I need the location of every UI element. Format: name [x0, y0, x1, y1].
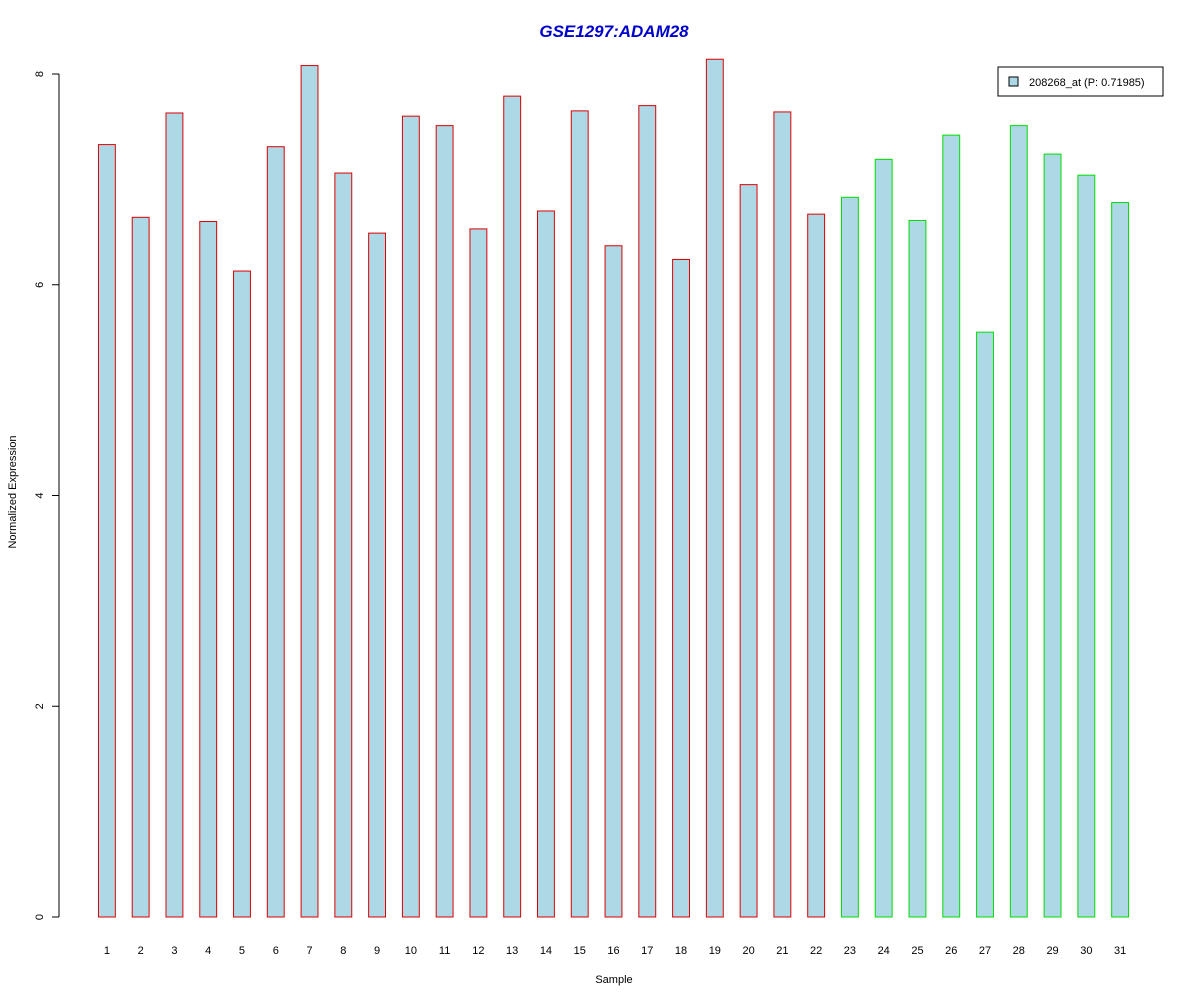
bar-sample-6 — [266, 146, 285, 918]
bar-sample-28 — [1009, 125, 1028, 918]
bar-sample-21 — [773, 111, 792, 918]
bar-sample-31 — [1111, 202, 1130, 918]
bar-sample-11 — [435, 125, 454, 918]
bar-sample-19 — [705, 58, 724, 918]
x-tick-label: 1 — [104, 945, 110, 957]
bar-sample-13 — [503, 95, 522, 918]
bar-sample-24 — [874, 158, 893, 918]
y-tick-label: 6 — [34, 282, 46, 288]
y-tick-label: 0 — [34, 914, 46, 920]
x-tick-label: 31 — [1114, 945, 1126, 957]
x-tick-labels: 1 2 3 4 5 6 7 8 9 10 11 12 13 14 15 16 17 18 19 20 21 22 23 24 2… — [104, 945, 1126, 957]
bar-sample-8 — [334, 172, 353, 918]
x-tick-label: 25 — [911, 945, 923, 957]
x-tick-label: 17 — [641, 945, 653, 957]
bar-sample-26 — [942, 134, 961, 918]
bar-sample-14 — [537, 210, 555, 918]
y-axis-label: Normalized Expression — [7, 435, 19, 548]
legend-box — [997, 66, 1164, 97]
bar-sample-3 — [165, 112, 184, 918]
x-tick-label: 16 — [607, 945, 619, 957]
bars — [97, 58, 1130, 918]
bar-sample-29 — [1043, 153, 1062, 918]
legend-label: 208268_at (P: 0.71985) — [1029, 77, 1145, 89]
bar-sample-27 — [976, 331, 994, 918]
y-axis: 0 2 4 6 8 — [34, 71, 60, 920]
legend: 208268_at (P: 0.71985) — [997, 66, 1164, 97]
bar-sample-25 — [908, 219, 927, 918]
x-tick-label: 3 — [171, 945, 177, 957]
x-tick-label: 12 — [472, 945, 484, 957]
x-tick-label: 7 — [306, 945, 312, 957]
x-axis-label: Sample — [595, 974, 632, 986]
bar-sample-16 — [604, 245, 623, 918]
x-tick-label: 18 — [675, 945, 687, 957]
y-tick-label: 8 — [34, 71, 46, 77]
bar-sample-22 — [807, 213, 826, 918]
x-tick-label: 14 — [540, 945, 552, 957]
x-tick-label: 30 — [1080, 945, 1092, 957]
x-tick-label: 19 — [709, 945, 721, 957]
x-tick-label: 21 — [776, 945, 788, 957]
x-tick-label: 10 — [405, 945, 417, 957]
x-tick-label: 11 — [439, 945, 450, 957]
x-tick-label: 9 — [374, 945, 380, 957]
bar-sample-15 — [570, 110, 589, 918]
bar-sample-5 — [233, 270, 251, 918]
x-tick-label: 2 — [138, 945, 144, 957]
bar-sample-9 — [368, 232, 387, 918]
x-tick-label: 29 — [1046, 945, 1058, 957]
x-tick-label: 24 — [878, 945, 890, 957]
x-tick-label: 22 — [810, 945, 822, 957]
x-tick-label: 20 — [742, 945, 754, 957]
x-tick-label: 13 — [506, 945, 518, 957]
chart-title: GSE1297:ADAM28 — [539, 22, 689, 41]
bar-sample-18 — [672, 258, 690, 918]
bar-sample-23 — [840, 196, 859, 918]
bar-sample-12 — [469, 228, 488, 918]
x-tick-label: 6 — [273, 945, 279, 957]
y-ticks: 0 2 4 6 8 — [34, 71, 59, 920]
legend-swatch — [1008, 76, 1019, 87]
x-tick-label: 15 — [574, 945, 586, 957]
bar-sample-20 — [739, 184, 758, 918]
x-tick-label: 8 — [340, 945, 346, 957]
bar-sample-1 — [97, 144, 116, 918]
bar-sample-2 — [131, 216, 150, 918]
x-tick-label: 23 — [844, 945, 856, 957]
bar-sample-17 — [638, 105, 657, 918]
bar-sample-7 — [300, 65, 319, 918]
y-tick-label: 2 — [34, 703, 46, 709]
x-tick-label: 5 — [239, 945, 245, 957]
bar-sample-10 — [401, 115, 420, 918]
x-tick-label: 26 — [945, 945, 957, 957]
x-tick-label: 28 — [1013, 945, 1025, 957]
bar-sample-30 — [1077, 174, 1096, 918]
x-tick-label: 4 — [205, 945, 211, 957]
x-tick-label: 27 — [979, 945, 991, 957]
bar-sample-4 — [199, 221, 218, 918]
y-tick-label: 4 — [34, 492, 46, 498]
